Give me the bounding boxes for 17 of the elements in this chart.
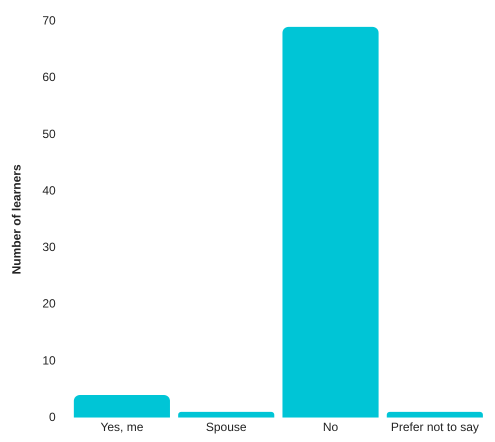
y-tick-label: 10 [42,353,56,368]
x-tick-label: Prefer not to say [390,420,479,434]
x-tick-label: Yes, me [100,420,144,434]
y-tick-label: 0 [49,410,56,424]
y-tick-label: 60 [42,70,56,84]
y-axis-title: Number of learners [10,164,24,274]
bar [178,412,274,418]
bar [386,412,483,418]
y-tick-label: 40 [42,183,56,198]
x-tick-label: Spouse [206,420,247,434]
y-tick-label: 70 [42,14,56,28]
y-tick-label: 30 [42,240,56,254]
y-tick-label: 50 [42,126,56,141]
bar [282,26,379,418]
bar [74,394,170,418]
x-tick-label: No [322,420,339,434]
y-tick-label: 20 [42,296,56,311]
